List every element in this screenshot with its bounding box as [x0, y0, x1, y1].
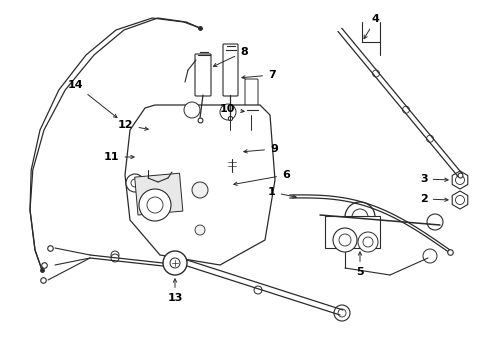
Circle shape — [422, 249, 436, 263]
Circle shape — [155, 123, 169, 137]
Text: 2: 2 — [419, 194, 447, 204]
Text: 1: 1 — [267, 187, 296, 198]
FancyBboxPatch shape — [195, 54, 210, 96]
Polygon shape — [125, 105, 274, 265]
Text: 14: 14 — [68, 80, 117, 118]
FancyBboxPatch shape — [244, 79, 258, 116]
Text: 6: 6 — [233, 170, 289, 185]
Circle shape — [160, 148, 183, 172]
Circle shape — [362, 237, 372, 247]
Text: 12: 12 — [118, 120, 148, 130]
Circle shape — [150, 118, 174, 142]
Circle shape — [195, 225, 204, 235]
FancyBboxPatch shape — [223, 44, 238, 96]
Circle shape — [170, 258, 180, 268]
Bar — [134, 173, 183, 215]
Text: 4: 4 — [363, 14, 379, 39]
Bar — [325, 216, 379, 248]
Text: 8: 8 — [213, 47, 247, 67]
Circle shape — [351, 209, 367, 225]
Circle shape — [332, 228, 356, 252]
Circle shape — [426, 135, 433, 142]
Circle shape — [183, 102, 200, 118]
Text: 3: 3 — [419, 174, 447, 184]
Text: 5: 5 — [355, 252, 363, 277]
Circle shape — [111, 254, 119, 262]
Circle shape — [426, 214, 442, 230]
Circle shape — [338, 234, 350, 246]
Circle shape — [139, 189, 171, 221]
Circle shape — [337, 309, 346, 317]
Circle shape — [402, 106, 408, 113]
Circle shape — [165, 154, 178, 166]
Circle shape — [333, 305, 349, 321]
Text: 9: 9 — [244, 144, 277, 154]
Circle shape — [111, 251, 119, 259]
Circle shape — [454, 195, 464, 204]
Text: 11: 11 — [104, 152, 134, 162]
Circle shape — [253, 286, 262, 294]
Circle shape — [131, 179, 139, 187]
Circle shape — [454, 175, 464, 184]
Circle shape — [147, 197, 163, 213]
Circle shape — [228, 148, 235, 156]
Circle shape — [220, 104, 236, 120]
Circle shape — [345, 202, 374, 232]
Text: 7: 7 — [242, 70, 275, 80]
Circle shape — [372, 70, 379, 77]
Circle shape — [141, 150, 155, 164]
Circle shape — [126, 174, 143, 192]
Circle shape — [135, 144, 161, 170]
Text: 10: 10 — [220, 104, 244, 114]
Circle shape — [357, 232, 377, 252]
Circle shape — [192, 182, 207, 198]
Text: 13: 13 — [167, 279, 183, 303]
Circle shape — [163, 251, 186, 275]
